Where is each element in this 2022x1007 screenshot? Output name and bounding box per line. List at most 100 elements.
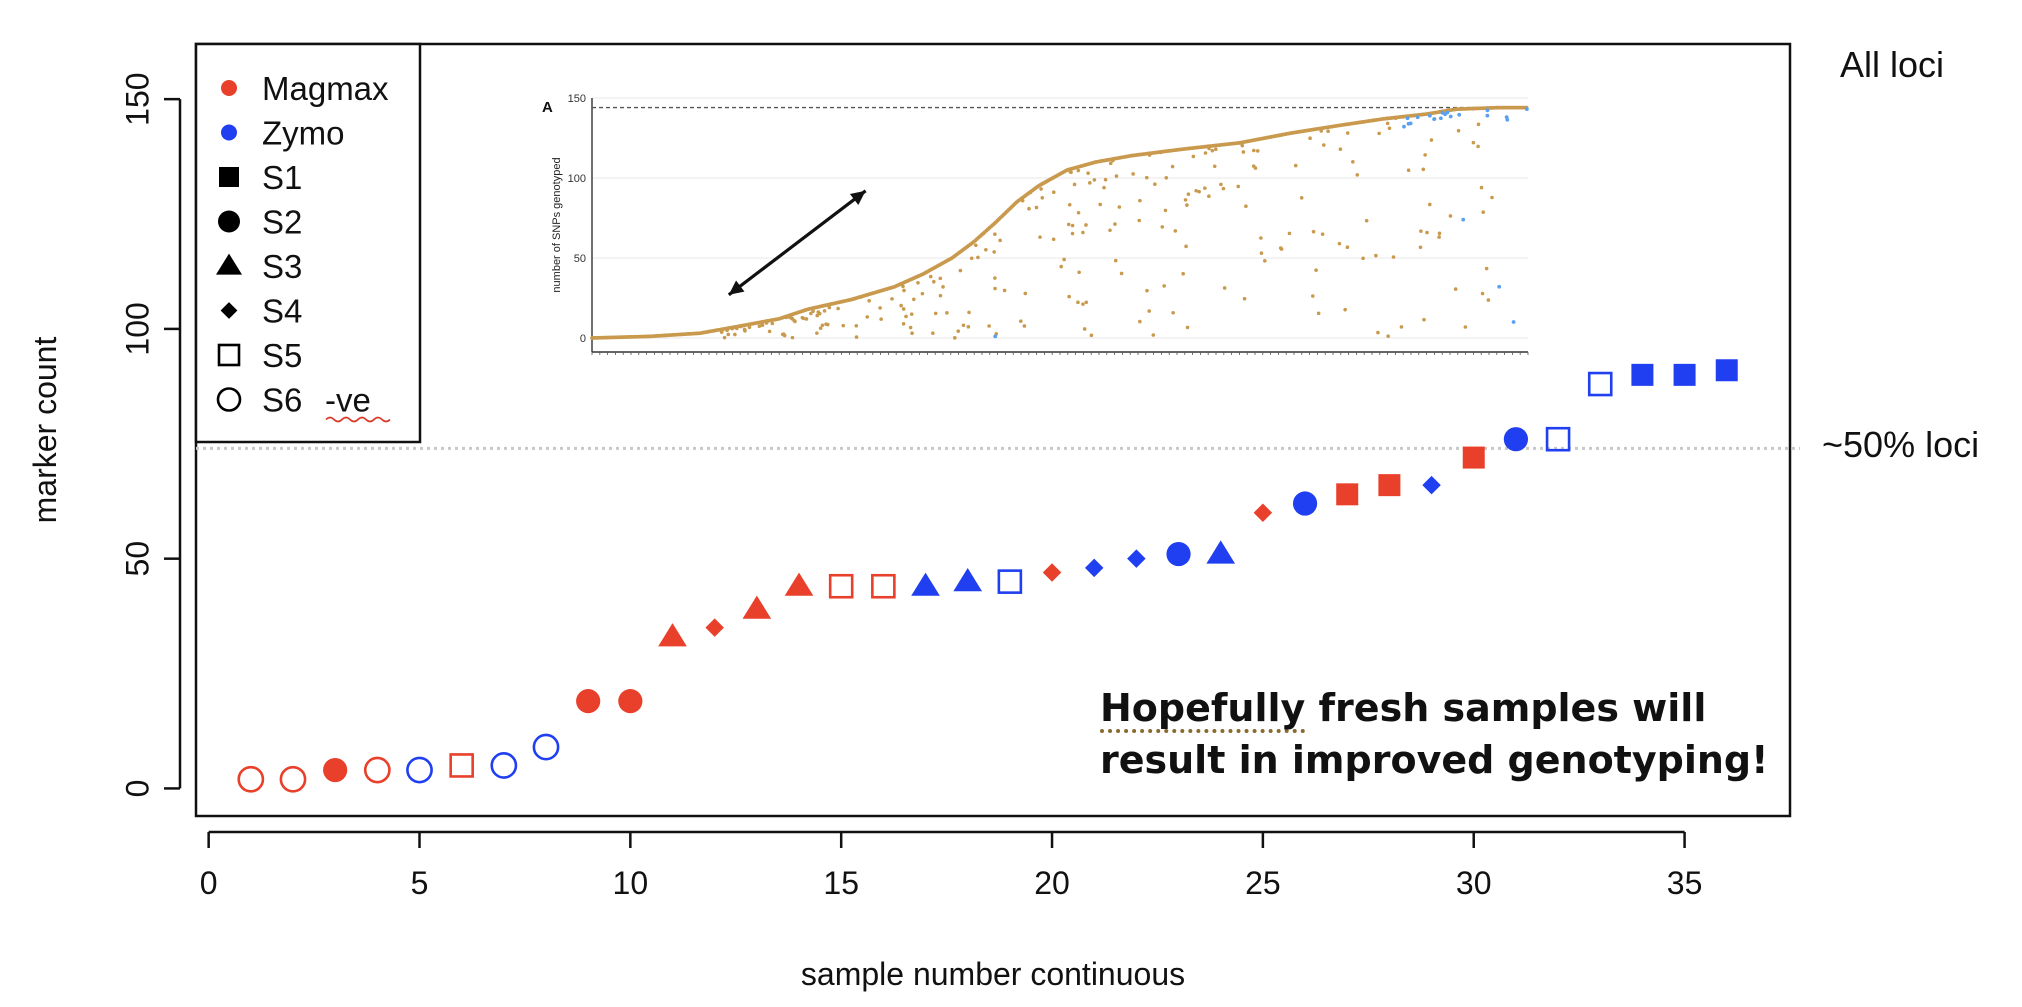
data-point [449, 753, 474, 778]
inset-outlier-point [1076, 210, 1081, 215]
inset-secondary-point [1485, 108, 1490, 113]
inset-outlier-point [1023, 291, 1028, 296]
x-axis-label: sample number continuous [801, 956, 1185, 992]
inset-outlier-point [1147, 153, 1152, 157]
legend-label: S4 [262, 293, 302, 330]
inset-outlier-point [1453, 287, 1458, 291]
legend-marker [221, 80, 237, 96]
inset-outlier-point [767, 329, 772, 334]
inset-secondary-point [993, 334, 998, 339]
x-tick-label: 30 [1456, 865, 1492, 901]
inset-outlier-point [1212, 164, 1217, 169]
data-point [279, 765, 307, 793]
inset-outlier-point [1062, 257, 1066, 262]
data-point [1166, 541, 1191, 567]
inset-outlier-point [1108, 228, 1112, 233]
inset-outlier-point [1039, 187, 1043, 191]
inset-outlier-point [1471, 140, 1476, 145]
inset-outlier-point [1088, 181, 1092, 185]
inset-outlier-point [1210, 148, 1215, 153]
inset-outlier-point [993, 232, 997, 236]
data-point [953, 568, 983, 592]
half-loci-annotation: ~50% loci [1822, 424, 1980, 465]
inset-outlier-point [1308, 136, 1312, 141]
inset-outlier-point [945, 311, 949, 315]
inset-outlier-point [760, 323, 764, 327]
inset-outlier-point [1422, 317, 1426, 322]
inset-outlier-point [743, 328, 747, 333]
inset-outlier-point [1278, 246, 1283, 250]
inset-outlier-point [1242, 296, 1247, 301]
legend-marker [221, 124, 237, 141]
inset-outlier-point [1089, 333, 1094, 338]
inset-outlier-point [1311, 229, 1316, 234]
inset-outlier-point [865, 315, 870, 319]
inset-outlier-point [1345, 245, 1350, 249]
inset-outlier-point [784, 315, 789, 320]
inset-outlier-point [726, 332, 731, 337]
inset-outlier-point [1221, 186, 1226, 191]
x-tick-label: 25 [1245, 865, 1281, 901]
inset-outlier-point [1316, 311, 1321, 316]
inset-secondary-point [1415, 115, 1420, 120]
data-point [997, 569, 1023, 594]
y-tick-label: 150 [119, 72, 155, 125]
inset-outlier-point [1364, 218, 1369, 223]
inset-outlier-point [1098, 202, 1103, 207]
inset-secondary-point [1405, 116, 1410, 121]
inset-outlier-point [1236, 184, 1241, 189]
legend-label: S1 [262, 159, 302, 196]
inset-outlier-point [1119, 271, 1124, 276]
inset-outlier-point [1476, 144, 1480, 149]
inset-outlier-point [1321, 143, 1326, 147]
inset-outlier-point [1310, 294, 1315, 298]
inset-outlier-point [1421, 167, 1426, 172]
data-point [1336, 483, 1359, 506]
inset-outlier-point [734, 325, 738, 330]
inset-outlier-point [1418, 245, 1423, 250]
inset-outlier-point [1131, 172, 1135, 176]
inset-outlier-point [901, 284, 905, 289]
inset-outlier-point [1002, 288, 1007, 293]
inset-outlier-point [1162, 284, 1166, 288]
inset-outlier-point [1387, 126, 1392, 131]
inset-outlier-point [1108, 161, 1113, 166]
inset-outlier-point [1241, 150, 1246, 154]
inset-outlier-point [1051, 190, 1056, 195]
inset-outlier-point [1399, 325, 1404, 329]
inset-outlier-point [1173, 229, 1178, 233]
inset-outlier-point [1448, 214, 1453, 218]
inset-outlier-point [966, 325, 971, 329]
inset-secondary-point [1406, 121, 1411, 126]
inset-outlier-point [912, 297, 916, 302]
inset-outlier-point [1203, 186, 1207, 190]
inset-outlier-point [1113, 258, 1118, 263]
data-point [911, 572, 940, 596]
inset-outlier-point [854, 323, 859, 328]
data-point [1631, 363, 1654, 386]
inset-outlier-point [815, 313, 820, 318]
x-tick-label: 5 [411, 865, 429, 901]
inset-arrow-head [849, 190, 866, 206]
inset-outlier-point [731, 325, 735, 330]
legend-label: S6 [262, 382, 302, 419]
inset-outlier-point [1153, 182, 1157, 186]
note-highlight-word: Hopefully [1100, 686, 1306, 730]
inset-outlier-point [815, 331, 819, 335]
inset-outlier-point [1299, 196, 1304, 200]
inset-secondary-point [1427, 113, 1432, 118]
data-point [1503, 427, 1528, 452]
inset-outlier-point [1314, 268, 1318, 272]
inset-outlier-point [1429, 138, 1434, 142]
inset-outlier-point [1185, 325, 1190, 330]
note-line-1: Hopefully fresh samples will [1100, 682, 1768, 734]
inset-secondary-point [1524, 107, 1529, 111]
inset-outlier-point [1070, 223, 1075, 228]
x-tick-label: 10 [613, 865, 649, 901]
inset-outlier-point [770, 321, 775, 326]
inset-outlier-point [1138, 319, 1142, 324]
legend-marker [218, 210, 240, 233]
inset-outlier-point [867, 298, 871, 303]
inset-outlier-point [1117, 205, 1122, 209]
